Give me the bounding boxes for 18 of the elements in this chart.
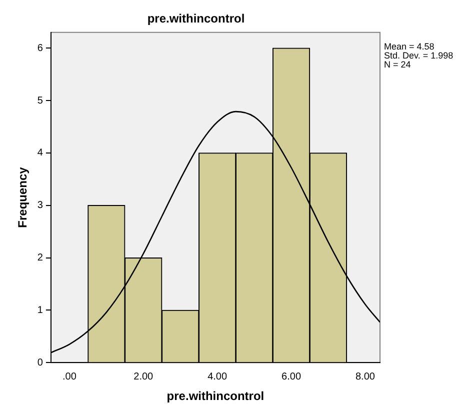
x-tick-label: .00 — [62, 371, 77, 382]
text: Mean = 4.58 — [384, 41, 434, 52]
y-tick-label: 5 — [37, 95, 44, 106]
y-axis-title: Frequency — [16, 166, 30, 228]
text: N = 24 — [384, 59, 411, 70]
x-tick-label: 8.00 — [355, 371, 376, 382]
y-tick-label: 3 — [37, 200, 44, 212]
y-tick-label: 0 — [37, 357, 44, 368]
x-tick-label: 6.00 — [282, 371, 302, 382]
x-tick-label: 4.00 — [208, 371, 228, 382]
y-tick-label: 6 — [37, 42, 44, 54]
y-tick-label: 2 — [37, 252, 44, 264]
y-tick-label: 4 — [37, 148, 44, 159]
x-axis-title: pre.withincontrol — [166, 389, 264, 404]
text: Std. Dev. = 1.998 — [384, 50, 454, 60]
y-tick-label: 1 — [37, 304, 44, 316]
chart-title: pre.withincontrol — [147, 12, 245, 26]
x-tick-label: 2.00 — [134, 371, 154, 382]
